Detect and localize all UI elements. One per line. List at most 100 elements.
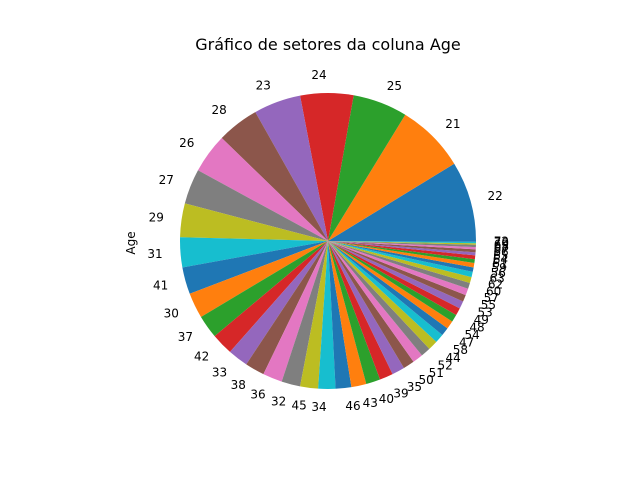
pie-label-49: 49 xyxy=(474,313,489,327)
pie-label-72: 72 xyxy=(494,234,509,248)
pie-slice-37 xyxy=(200,241,328,337)
pie-slice-23 xyxy=(255,95,328,241)
pie-slice-38 xyxy=(246,241,328,375)
pie-slice-22 xyxy=(328,163,476,241)
pie-label-38: 38 xyxy=(231,378,246,392)
pie-slice-39 xyxy=(328,241,393,380)
pie-label-70: 70 xyxy=(494,236,509,250)
pie-slice-50 xyxy=(328,241,414,369)
pie-label-22: 22 xyxy=(488,189,503,203)
pie-label-48: 48 xyxy=(469,321,484,335)
pie-slice-57 xyxy=(328,241,469,296)
pie-slices xyxy=(180,93,477,390)
pie-slice-24 xyxy=(300,93,354,241)
pie-label-35: 35 xyxy=(407,380,422,394)
pie-label-37: 37 xyxy=(178,330,193,344)
pie-slice-66 xyxy=(328,241,476,253)
pie-label-21: 21 xyxy=(445,117,460,131)
pie-slice-46 xyxy=(328,241,352,389)
pie-slice-40 xyxy=(328,241,381,384)
y-axis-label: Age xyxy=(124,231,138,254)
pie-slice-58 xyxy=(328,241,443,342)
pie-slice-49 xyxy=(328,241,460,315)
pie-slice-48 xyxy=(328,241,457,322)
pie-label-29: 29 xyxy=(149,211,164,225)
pie-label-58: 58 xyxy=(453,343,468,357)
pie-slice-56 xyxy=(328,241,474,272)
pie-slice-28 xyxy=(221,112,328,241)
pie-label-34: 34 xyxy=(311,400,326,414)
pie-label-24: 24 xyxy=(311,68,326,82)
pie-label-41: 41 xyxy=(153,279,168,293)
pie-slice-67 xyxy=(328,241,476,250)
pie-label-54: 54 xyxy=(465,328,480,342)
pie-slice-59 xyxy=(328,241,475,268)
pie-label-51: 51 xyxy=(429,366,444,380)
pie-label-68: 68 xyxy=(494,240,509,254)
pie-label-25: 25 xyxy=(387,79,402,93)
pie-label-63: 63 xyxy=(490,272,505,286)
pie-slice-32 xyxy=(281,241,328,387)
pie-label-40: 40 xyxy=(379,392,394,406)
pie-slice-27 xyxy=(184,170,328,241)
pie-slice-63 xyxy=(328,241,473,278)
pie-label-33: 33 xyxy=(212,366,227,380)
pie-label-69: 69 xyxy=(494,237,509,251)
pie-slice-41 xyxy=(182,241,328,294)
pie-slice-34 xyxy=(318,241,336,390)
pie-label-23: 23 xyxy=(256,78,271,92)
pie-slice-31 xyxy=(180,237,328,268)
pie-slice-65 xyxy=(328,241,476,256)
pie-label-30: 30 xyxy=(164,306,179,320)
pie-label-50: 50 xyxy=(419,373,434,387)
pie-label-32: 32 xyxy=(271,394,286,408)
pie-label-27: 27 xyxy=(159,173,174,187)
pie-label-39: 39 xyxy=(393,386,408,400)
pie-slice-35 xyxy=(328,241,404,375)
pie-slice-33 xyxy=(229,241,328,365)
pie-label-42: 42 xyxy=(194,350,209,364)
pie-slice-30 xyxy=(189,241,328,317)
pie-slice-55 xyxy=(328,241,466,302)
pie-slice-52 xyxy=(328,241,430,356)
pie-slice-62 xyxy=(328,241,472,283)
pie-slice-60 xyxy=(328,241,470,289)
pie-label-64: 64 xyxy=(493,252,508,266)
pie-slice-45 xyxy=(300,241,328,389)
pie-slice-70 xyxy=(328,241,476,244)
pie-slice-25 xyxy=(328,95,406,241)
pie-label-44: 44 xyxy=(446,351,461,365)
pie-slice-72 xyxy=(328,241,477,242)
pie-label-65: 65 xyxy=(493,248,508,262)
pie-label-31: 31 xyxy=(147,247,162,261)
pie-slice-47 xyxy=(328,241,448,335)
pie-slice-61 xyxy=(328,241,475,263)
chart-title: Gráfico de setores da coluna Age xyxy=(195,35,461,54)
pie-label-56: 56 xyxy=(491,266,506,280)
pie-label-57: 57 xyxy=(484,291,499,305)
pie-label-61: 61 xyxy=(492,257,507,271)
pie-label-47: 47 xyxy=(459,336,474,350)
pie-label-53: 53 xyxy=(478,306,493,320)
pie-slice-21 xyxy=(328,114,455,241)
pie-slice-68 xyxy=(328,241,476,248)
pie-slice-44 xyxy=(328,241,437,349)
pie-label-43: 43 xyxy=(363,396,378,410)
pie-label-66: 66 xyxy=(493,245,508,259)
pie-label-59: 59 xyxy=(492,261,507,275)
pie-slice-51 xyxy=(328,241,422,362)
pie-slice-69 xyxy=(328,241,476,245)
pie-label-45: 45 xyxy=(292,398,307,412)
pie-slice-36 xyxy=(263,241,328,382)
pie-slice-53 xyxy=(328,241,464,309)
pie-label-60: 60 xyxy=(486,284,501,298)
pie-slice-64 xyxy=(328,241,476,260)
pie-slice-42 xyxy=(214,241,328,352)
pie-label-46: 46 xyxy=(345,399,360,413)
pie-label-52: 52 xyxy=(438,359,453,373)
pie-slice-54 xyxy=(328,241,453,329)
pie-label-55: 55 xyxy=(481,298,496,312)
pie-label-36: 36 xyxy=(250,388,265,402)
pie-label-28: 28 xyxy=(212,103,227,117)
